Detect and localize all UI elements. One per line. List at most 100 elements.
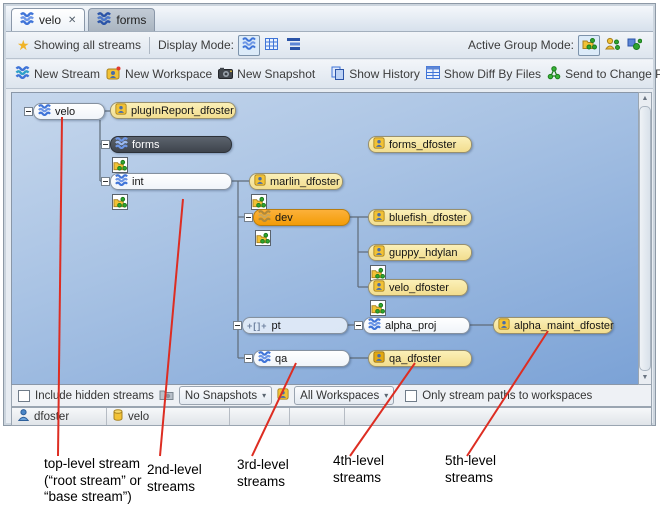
node-label: qa — [275, 352, 288, 365]
node-label: velo — [55, 105, 76, 118]
node-label: pt — [271, 319, 281, 332]
user-atoms-icon — [604, 37, 620, 54]
include-hidden-streams-checkbox[interactable] — [18, 389, 30, 402]
only-stream-paths-checkbox[interactable] — [405, 389, 418, 402]
include-hidden-streams-label: Include hidden streams — [35, 389, 154, 402]
new-workspace-button[interactable]: New Workspace — [103, 64, 215, 85]
action-toolbar: New Stream New Workspace New Snapshot Sh… — [6, 60, 660, 89]
default-group-icon[interactable] — [255, 230, 271, 246]
workspace-node-guppy_hdylan[interactable]: guppy_hdylan — [368, 244, 472, 261]
workspace-icon — [254, 174, 266, 189]
chevron-down-icon: ▾ — [384, 391, 389, 400]
stream-icon — [20, 12, 34, 28]
workspace-icon — [373, 210, 385, 225]
workspace-node-qa_dfoster[interactable]: qa_dfoster — [368, 350, 472, 367]
active-group-mode-user-button[interactable] — [602, 36, 622, 55]
stream-node-forms[interactable]: forms — [110, 136, 232, 153]
list-icon — [287, 37, 301, 53]
node-label: guppy_hdylan — [389, 246, 458, 259]
collapse-toggle-pt[interactable] — [233, 321, 242, 330]
filter-bar: Include hidden streams No Snapshots ▾ Al… — [11, 385, 652, 407]
stream-node-qa[interactable]: qa — [253, 350, 350, 367]
default-group-icon[interactable] — [112, 157, 128, 173]
default-group-icon[interactable] — [370, 300, 386, 316]
workspaces-dropdown[interactable]: All Workspaces ▾ — [294, 386, 395, 405]
scrollbar-thumb[interactable] — [639, 106, 651, 371]
display-mode-streambrowser-button[interactable] — [237, 34, 260, 56]
camera-icon — [218, 67, 234, 82]
display-mode-label: Display Mode: — [157, 38, 234, 52]
status-user-cell: dfoster — [12, 408, 107, 425]
stream-node-dev-selected[interactable]: dev — [253, 209, 350, 226]
stream-hierarchy-icon — [242, 37, 256, 53]
stream-icon — [258, 210, 271, 225]
active-group-mode-overlap-button[interactable] — [624, 36, 644, 55]
stream-icon — [368, 318, 381, 333]
display-mode-list-button[interactable] — [284, 36, 304, 55]
node-label: velo_dfoster — [389, 281, 449, 294]
tab-forms[interactable]: forms — [88, 8, 156, 31]
workspace-icon — [373, 245, 385, 260]
workspace-node-plugInReport_dfoster[interactable]: plugInReport_dfoster — [110, 102, 236, 119]
default-group-icon[interactable] — [370, 265, 386, 281]
workspace-node-bluefish_dfoster[interactable]: bluefish_dfoster — [368, 209, 472, 226]
workspace-node-alpha_maint_dfoster[interactable]: alpha_maint_dfoster — [493, 317, 614, 334]
tree-connectors — [99, 110, 493, 359]
user-icon — [17, 409, 30, 424]
depot-database-icon — [113, 409, 123, 424]
node-label: dev — [275, 211, 293, 224]
stream-icon — [38, 104, 51, 119]
annotation-2nd-level-streams: 2nd-level streams — [147, 462, 202, 494]
default-group-icon[interactable] — [112, 194, 128, 210]
workspace-icon — [498, 318, 510, 333]
node-label: alpha_maint_dfoster — [514, 319, 614, 332]
default-group-icon[interactable] — [251, 194, 267, 210]
collapse-toggle-int[interactable] — [101, 177, 110, 186]
annotation-5th-level-streams: 5th-level streams — [445, 453, 497, 485]
collapse-toggle-velo[interactable] — [24, 107, 33, 116]
workspace-node-forms_dfoster[interactable]: forms_dfoster — [368, 136, 472, 153]
stream-node-velo[interactable]: velo — [33, 103, 105, 120]
workspace-small-icon — [277, 388, 289, 403]
tab-bar: velo ✕ forms — [6, 6, 653, 32]
folder-atoms-icon — [582, 37, 597, 54]
scroll-up-icon[interactable]: ▲ — [641, 95, 649, 102]
tab-close-icon[interactable]: ✕ — [68, 14, 77, 26]
new-snapshot-button[interactable]: New Snapshot — [215, 65, 318, 84]
node-label: marlin_dfoster — [270, 175, 340, 188]
workspace-icon — [115, 103, 127, 118]
send-to-change-palette-button[interactable]: Send to Change Palette — [544, 64, 660, 85]
node-label: alpha_proj — [385, 319, 437, 332]
stream-node-pt-passthrough[interactable]: +[]+ pt — [242, 317, 348, 334]
show-history-button[interactable]: Show History — [328, 64, 423, 85]
workspace-node-velo_dfoster[interactable]: velo_dfoster — [368, 279, 468, 296]
active-group-mode-show-button[interactable] — [578, 34, 600, 56]
tab-velo[interactable]: velo ✕ — [11, 8, 86, 31]
collapse-toggle-dev[interactable] — [244, 213, 253, 222]
stream-node-alpha_proj[interactable]: alpha_proj — [363, 317, 470, 334]
annotation-3rd-level-streams: 3rd-level streams — [237, 457, 289, 489]
collapse-toggle-qa[interactable] — [244, 354, 253, 363]
collapse-toggle-alpha_proj[interactable] — [354, 321, 363, 330]
show-diff-by-files-button[interactable]: Show Diff By Files — [423, 64, 544, 84]
node-label: qa_dfoster — [389, 352, 441, 365]
workspace-node-marlin_dfoster[interactable]: marlin_dfoster — [249, 173, 343, 190]
display-mode-table-button[interactable] — [262, 36, 282, 55]
status-empty-cell — [290, 408, 345, 425]
scroll-down-icon[interactable]: ▼ — [641, 374, 649, 381]
workspace-icon — [373, 280, 385, 295]
annotation-4th-level-streams: 4th-level streams — [333, 453, 385, 485]
stream-browser-canvas[interactable]: velo plugInReport_dfoster forms forms_df… — [11, 92, 639, 385]
collapse-toggle-forms[interactable] — [101, 140, 110, 149]
star-icon: ★ — [17, 36, 30, 53]
new-stream-button[interactable]: New Stream — [12, 64, 103, 84]
only-stream-paths-label: Only stream paths to workspaces — [422, 389, 593, 402]
snapshots-dropdown[interactable]: No Snapshots ▾ — [178, 386, 273, 405]
new-workspace-icon — [106, 66, 121, 83]
active-group-mode-label: Active Group Mode: — [467, 38, 574, 52]
node-label: int — [132, 175, 144, 188]
vertical-scrollbar[interactable]: ▲ ▼ — [638, 92, 652, 385]
stream-node-int[interactable]: int — [110, 173, 232, 190]
passthrough-icon: +[]+ — [247, 320, 268, 331]
node-label: plugInReport_dfoster — [131, 104, 234, 117]
